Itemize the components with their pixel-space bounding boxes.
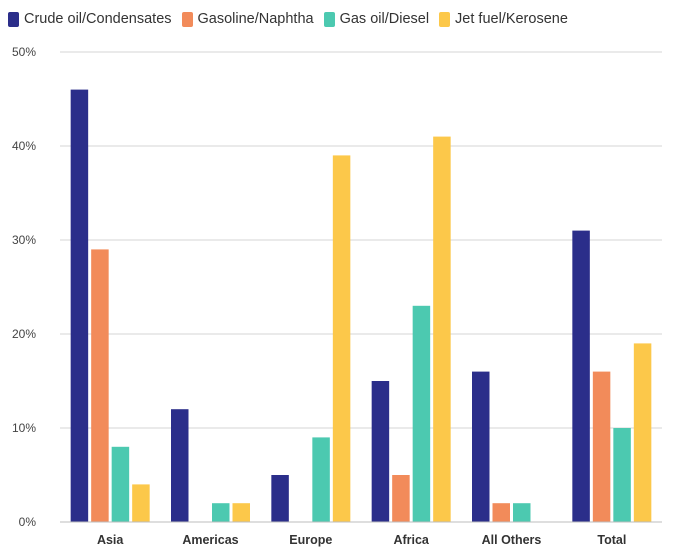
legend: Crude oil/Condensates Gasoline/Naphtha Gas… xyxy=(8,8,578,30)
y-axis-ticks: 0% 10% 20% 30% 40% 50% xyxy=(12,45,36,529)
x-tick-label: Africa xyxy=(393,533,429,547)
bar xyxy=(312,437,330,522)
y-tick-label: 40% xyxy=(12,139,36,153)
legend-swatch xyxy=(323,11,335,27)
x-tick-label: Asia xyxy=(97,533,124,547)
bar xyxy=(332,155,351,522)
legend-label: Jet fuel/Kerosene xyxy=(455,11,568,27)
legend-item: Gas oil/Diesel xyxy=(323,11,430,27)
bar xyxy=(111,446,130,522)
legend-swatch xyxy=(439,11,451,27)
x-tick-label: All Others xyxy=(482,533,542,547)
legend-item: Crude oil/Condensates xyxy=(8,11,172,27)
x-tick-label: Europe xyxy=(289,533,332,547)
y-tick-label: 30% xyxy=(12,233,36,247)
legend-item: Jet fuel/Kerosene xyxy=(439,11,568,27)
bar xyxy=(171,409,189,522)
bar xyxy=(412,305,431,522)
bar xyxy=(70,89,89,522)
x-tick-label: Americas xyxy=(182,533,238,547)
y-tick-label: 10% xyxy=(12,421,36,435)
bar xyxy=(472,371,490,522)
bars xyxy=(70,89,652,522)
y-tick-label: 0% xyxy=(19,515,37,529)
bar xyxy=(613,428,631,522)
y-tick-label: 20% xyxy=(12,327,36,341)
legend-swatch xyxy=(181,11,193,27)
bar xyxy=(513,503,531,522)
bar xyxy=(392,475,410,522)
x-axis-labels: Asia Americas Europe Africa All Others Total xyxy=(97,533,626,547)
bar xyxy=(572,230,590,522)
bar xyxy=(132,484,150,522)
legend-label: Gasoline/Naphtha xyxy=(197,11,314,27)
bar xyxy=(492,503,510,522)
bar xyxy=(371,381,390,522)
bar xyxy=(91,249,109,522)
legend-swatch xyxy=(8,11,19,27)
x-tick-label: Total xyxy=(597,533,626,547)
bar xyxy=(633,343,652,522)
gridlines xyxy=(60,51,662,429)
legend-label: Crude oil/Condensates xyxy=(24,11,172,27)
bar xyxy=(433,136,451,522)
legend-item: Gasoline/Naphtha xyxy=(181,11,314,27)
bar xyxy=(212,503,230,522)
bar xyxy=(271,475,289,522)
legend-label: Gas oil/Diesel xyxy=(339,11,430,27)
bar xyxy=(232,503,250,522)
bar xyxy=(592,371,611,522)
y-tick-label: 50% xyxy=(12,45,36,59)
